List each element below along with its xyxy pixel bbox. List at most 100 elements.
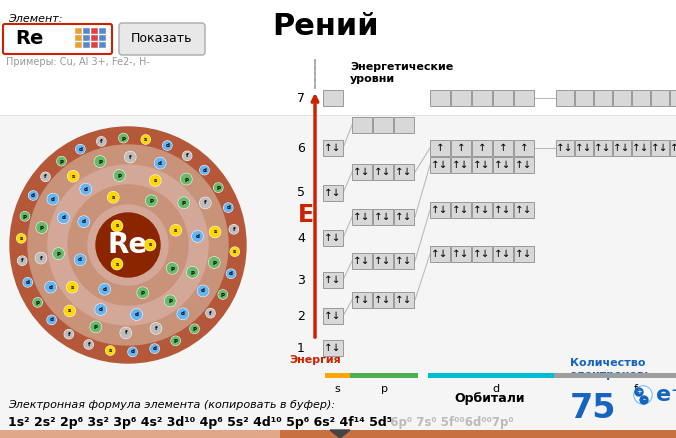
Bar xyxy=(394,292,414,308)
Text: ↑↓: ↑↓ xyxy=(395,256,413,266)
Text: ↑↓: ↑↓ xyxy=(452,160,470,170)
Text: p: p xyxy=(23,214,27,219)
Text: p: p xyxy=(59,159,64,164)
Circle shape xyxy=(47,315,56,325)
Circle shape xyxy=(183,152,191,160)
Text: 5: 5 xyxy=(297,187,305,199)
Circle shape xyxy=(640,396,648,404)
Bar xyxy=(430,90,450,106)
Circle shape xyxy=(132,310,142,319)
Bar xyxy=(83,28,90,34)
Text: s: s xyxy=(116,223,118,229)
Circle shape xyxy=(231,247,239,256)
Circle shape xyxy=(151,323,161,333)
Text: f: f xyxy=(204,201,207,205)
Text: Орбитали: Орбитали xyxy=(455,392,525,405)
Text: ↑↓: ↑↓ xyxy=(431,205,449,215)
Circle shape xyxy=(53,249,64,258)
Text: d: d xyxy=(158,161,162,166)
Text: p: p xyxy=(168,298,172,304)
Bar xyxy=(594,140,612,156)
Bar xyxy=(99,28,106,34)
Text: s: s xyxy=(144,137,147,142)
Circle shape xyxy=(177,308,189,319)
Circle shape xyxy=(41,173,49,181)
Text: ↑↓: ↑↓ xyxy=(431,249,449,259)
Bar xyxy=(451,90,471,106)
Bar xyxy=(373,292,393,308)
Text: p: p xyxy=(94,325,98,329)
Bar xyxy=(91,42,98,48)
Text: s: s xyxy=(116,261,118,267)
Circle shape xyxy=(68,171,78,182)
Bar xyxy=(83,35,90,41)
Text: ↑↓: ↑↓ xyxy=(452,205,470,215)
Bar xyxy=(323,230,343,246)
Bar xyxy=(430,140,450,156)
Text: 4: 4 xyxy=(297,232,305,244)
Circle shape xyxy=(187,267,198,278)
Circle shape xyxy=(197,286,209,297)
Circle shape xyxy=(84,340,93,349)
Bar xyxy=(514,246,534,262)
Text: Рений: Рений xyxy=(272,12,379,41)
Text: ↑↓: ↑↓ xyxy=(556,143,574,153)
Text: ↑↓: ↑↓ xyxy=(651,143,669,153)
Text: d: d xyxy=(78,257,82,262)
Bar xyxy=(451,140,471,156)
Text: ↑↓: ↑↓ xyxy=(324,275,342,285)
Circle shape xyxy=(91,321,101,332)
Text: ↑↓: ↑↓ xyxy=(670,143,676,153)
Bar xyxy=(83,42,90,48)
Circle shape xyxy=(210,226,220,237)
Bar xyxy=(323,90,343,106)
Circle shape xyxy=(226,269,235,278)
Bar xyxy=(594,90,612,106)
Circle shape xyxy=(120,134,128,142)
Text: d: d xyxy=(229,271,233,276)
Bar xyxy=(323,340,343,356)
Circle shape xyxy=(97,137,106,146)
Bar xyxy=(514,202,534,218)
Text: ↑: ↑ xyxy=(520,143,529,153)
Text: f: f xyxy=(21,258,24,263)
Bar xyxy=(350,373,418,378)
Text: ↑↓: ↑↓ xyxy=(375,167,392,177)
Bar xyxy=(352,164,372,180)
Circle shape xyxy=(24,279,32,286)
Circle shape xyxy=(36,253,46,263)
Circle shape xyxy=(78,216,89,227)
Text: 75: 75 xyxy=(570,392,617,425)
Circle shape xyxy=(64,305,75,316)
Text: d: d xyxy=(78,147,82,152)
Text: p: p xyxy=(216,185,220,190)
Circle shape xyxy=(210,258,219,268)
Circle shape xyxy=(57,157,66,165)
Bar xyxy=(352,117,372,133)
Circle shape xyxy=(34,298,42,307)
Text: 6p⁰ 7s⁰ 5f⁰⁰6d⁰⁰7p⁰: 6p⁰ 7s⁰ 5f⁰⁰6d⁰⁰7p⁰ xyxy=(382,416,514,429)
Text: +: + xyxy=(636,389,642,395)
Circle shape xyxy=(200,166,208,174)
Circle shape xyxy=(200,198,211,208)
Text: d: d xyxy=(201,289,205,293)
Circle shape xyxy=(219,290,227,299)
Text: ↑: ↑ xyxy=(456,143,465,153)
Circle shape xyxy=(125,152,135,162)
Circle shape xyxy=(224,204,233,212)
Text: ↑↓: ↑↓ xyxy=(494,205,512,215)
Text: d: d xyxy=(135,312,139,317)
Text: s: s xyxy=(148,243,151,247)
Text: d: d xyxy=(153,346,157,351)
Bar xyxy=(575,90,593,106)
Bar xyxy=(323,140,343,156)
Circle shape xyxy=(95,156,105,166)
Circle shape xyxy=(146,196,156,206)
Text: f: f xyxy=(40,255,42,261)
Bar xyxy=(651,90,669,106)
Circle shape xyxy=(75,254,86,265)
Text: p: p xyxy=(40,225,44,230)
Bar xyxy=(352,209,372,225)
FancyBboxPatch shape xyxy=(119,23,205,55)
Circle shape xyxy=(138,288,148,298)
